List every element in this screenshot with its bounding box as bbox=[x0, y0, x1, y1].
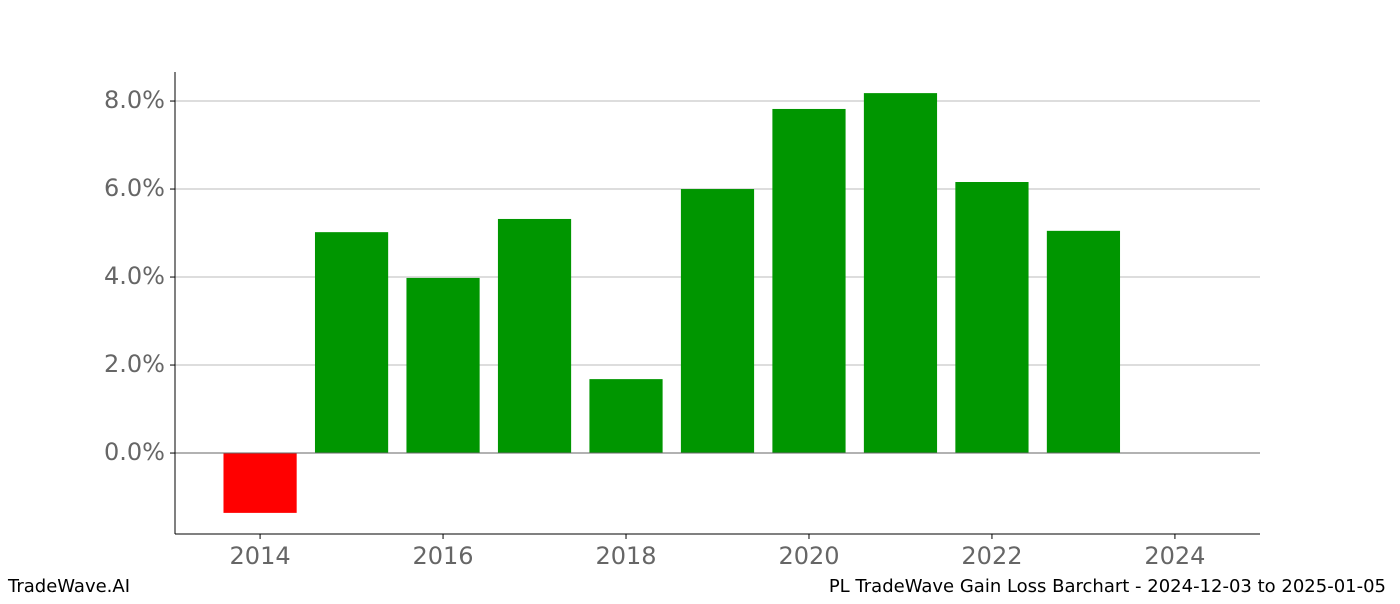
bar bbox=[863, 93, 938, 454]
y-tick-label: 4.0% bbox=[104, 262, 165, 290]
bar bbox=[955, 182, 1029, 454]
bar bbox=[772, 108, 846, 454]
x-tick-label: 2014 bbox=[230, 542, 291, 570]
x-tick-label: 2016 bbox=[413, 542, 474, 570]
bar bbox=[314, 232, 389, 454]
chart-title: PL TradeWave Gain Loss Barchart - 2024-1… bbox=[829, 576, 1386, 597]
bar bbox=[406, 277, 480, 454]
x-tick-label: 2024 bbox=[1144, 542, 1205, 570]
y-tick-label: 0.0% bbox=[104, 438, 165, 466]
x-tick-label: 2018 bbox=[595, 542, 656, 570]
bar bbox=[1046, 230, 1121, 454]
bar bbox=[680, 189, 755, 454]
x-tick-label: 2020 bbox=[778, 542, 839, 570]
bar bbox=[497, 218, 572, 454]
bar bbox=[223, 453, 297, 513]
y-tick-label: 2.0% bbox=[104, 350, 165, 378]
y-tick-label: 6.0% bbox=[104, 174, 165, 202]
y-tick-label: 8.0% bbox=[104, 86, 165, 114]
bar bbox=[589, 379, 663, 454]
x-tick-label: 2022 bbox=[961, 542, 1022, 570]
source: TradeWave.AI bbox=[7, 576, 130, 597]
